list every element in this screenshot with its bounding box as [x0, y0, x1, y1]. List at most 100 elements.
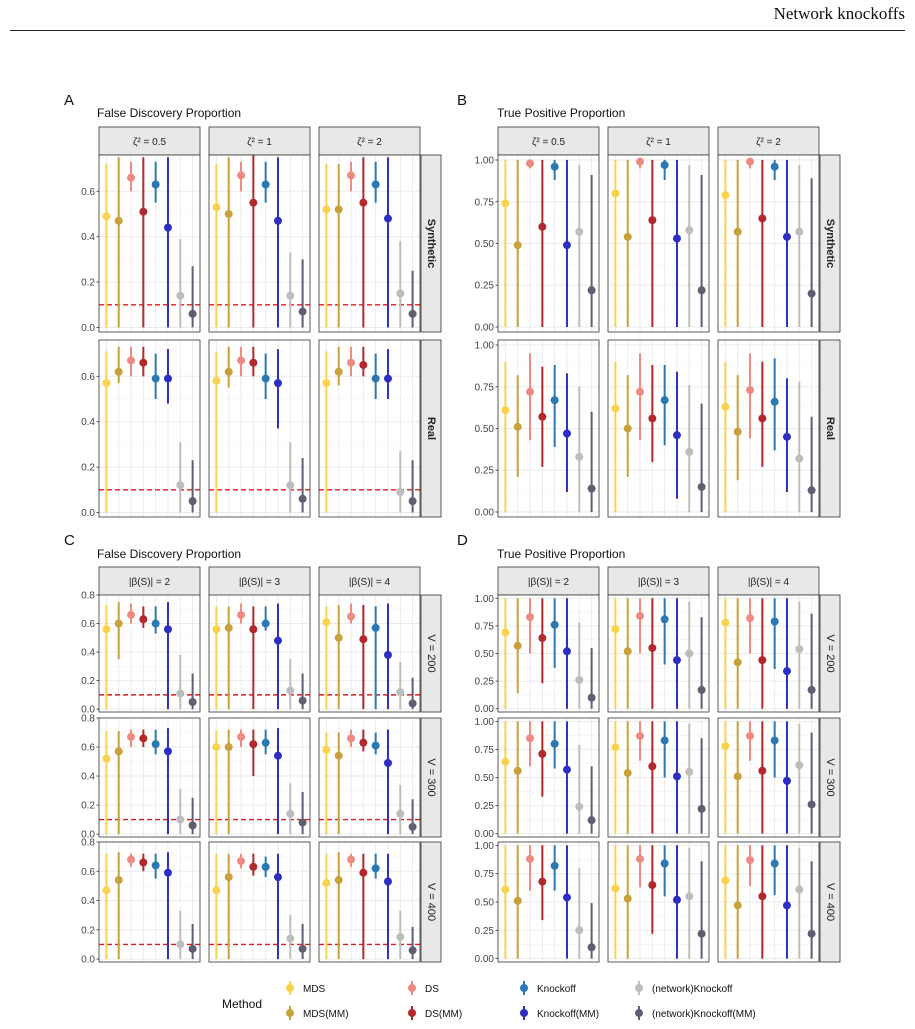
column-strip-label: |β(S)| = 4 — [349, 577, 391, 588]
data-point — [261, 619, 270, 628]
row-strip-label: V = 400 — [425, 883, 437, 921]
data-point — [697, 482, 706, 491]
data-point — [501, 885, 510, 894]
y-tick-label: 0.4 — [81, 896, 95, 907]
data-point — [807, 486, 816, 495]
data-point — [408, 822, 417, 831]
row-strip — [420, 841, 442, 963]
row-strip — [819, 594, 841, 713]
facet — [717, 154, 820, 333]
chart-title: False Discovery Proportion — [97, 106, 241, 120]
panel-letter: D — [457, 532, 468, 549]
facet — [208, 154, 311, 333]
data-point — [611, 404, 620, 413]
facet-border — [497, 594, 600, 713]
data-point — [672, 656, 681, 665]
legend-item: DS(MM) — [408, 1006, 462, 1020]
facet — [607, 154, 710, 333]
data-point — [538, 222, 547, 231]
column-strip-label: |β(S)| = 4 — [748, 577, 790, 588]
data-point — [733, 772, 742, 781]
data-point — [807, 929, 816, 938]
data-point — [224, 873, 233, 882]
facet — [208, 841, 311, 963]
data-point — [697, 685, 706, 694]
data-point — [685, 447, 694, 456]
facet — [98, 154, 201, 333]
y-tick-label: 0.75 — [475, 382, 495, 393]
facet-border — [98, 154, 201, 333]
data-point — [237, 732, 246, 741]
data-point — [636, 157, 645, 166]
data-point — [176, 940, 185, 949]
data-point — [237, 857, 246, 866]
data-point — [526, 159, 535, 168]
data-point — [347, 612, 356, 621]
column-strip — [607, 566, 710, 596]
data-point — [224, 623, 233, 632]
y-tick-label: 0.0 — [81, 705, 95, 716]
data-point — [139, 358, 148, 367]
data-point — [501, 757, 510, 766]
data-point — [672, 895, 681, 904]
legend-label: (network)Knockoff(MM) — [652, 1009, 756, 1020]
page-header-title: Network knockoffs — [773, 4, 905, 23]
data-point — [782, 776, 791, 785]
y-tick-label: 0.4 — [81, 232, 95, 243]
data-point — [408, 699, 417, 708]
data-point — [102, 212, 111, 221]
column-strip — [607, 126, 710, 156]
data-point — [359, 198, 368, 207]
data-point — [636, 611, 645, 620]
data-point — [746, 856, 755, 865]
y-tick-label: 0.50 — [475, 239, 495, 250]
row-strip — [819, 717, 841, 838]
data-point — [513, 896, 522, 905]
facet-border — [717, 841, 820, 963]
facet-background — [319, 718, 420, 837]
row-strip-label: V = 300 — [824, 758, 836, 796]
data-point — [538, 877, 547, 886]
data-point — [114, 216, 123, 225]
data-point — [396, 933, 405, 942]
y-tick-label: 0.0 — [81, 955, 95, 966]
facet — [497, 841, 600, 963]
data-point — [114, 876, 123, 885]
y-tick-label: 0.0 — [81, 508, 95, 519]
data-point — [733, 427, 742, 436]
data-point — [188, 309, 197, 318]
data-point — [746, 386, 755, 395]
legend-label: Knockoff(MM) — [537, 1009, 599, 1020]
data-point — [526, 734, 535, 743]
data-point — [139, 207, 148, 216]
column-strip — [497, 566, 600, 596]
y-tick-label: 0.50 — [475, 773, 495, 784]
data-point — [286, 934, 295, 943]
y-tick-label: 1.00 — [475, 156, 495, 167]
data-point — [163, 868, 172, 877]
data-point — [648, 414, 657, 423]
facet-border — [98, 594, 201, 713]
data-point — [758, 656, 767, 665]
data-point — [188, 497, 197, 506]
data-point — [770, 859, 779, 868]
data-point — [273, 216, 282, 225]
data-point — [347, 855, 356, 864]
facet-border — [497, 154, 600, 333]
data-point — [224, 743, 233, 752]
data-point — [347, 358, 356, 367]
data-point — [163, 625, 172, 634]
data-point — [587, 286, 596, 295]
data-point — [721, 191, 730, 200]
row-strip-label: Synthetic — [824, 219, 836, 269]
column-strip-label: |β(S)| = 2 — [129, 577, 171, 588]
data-point — [396, 688, 405, 697]
y-tick-label: 0.75 — [475, 197, 495, 208]
data-point — [636, 731, 645, 740]
data-point — [383, 374, 392, 383]
facet — [98, 717, 201, 838]
panel-letter: B — [457, 92, 467, 109]
y-tick-label: 0.00 — [475, 507, 495, 518]
column-strip-label: |β(S)| = 2 — [528, 577, 570, 588]
data-point — [562, 765, 571, 774]
